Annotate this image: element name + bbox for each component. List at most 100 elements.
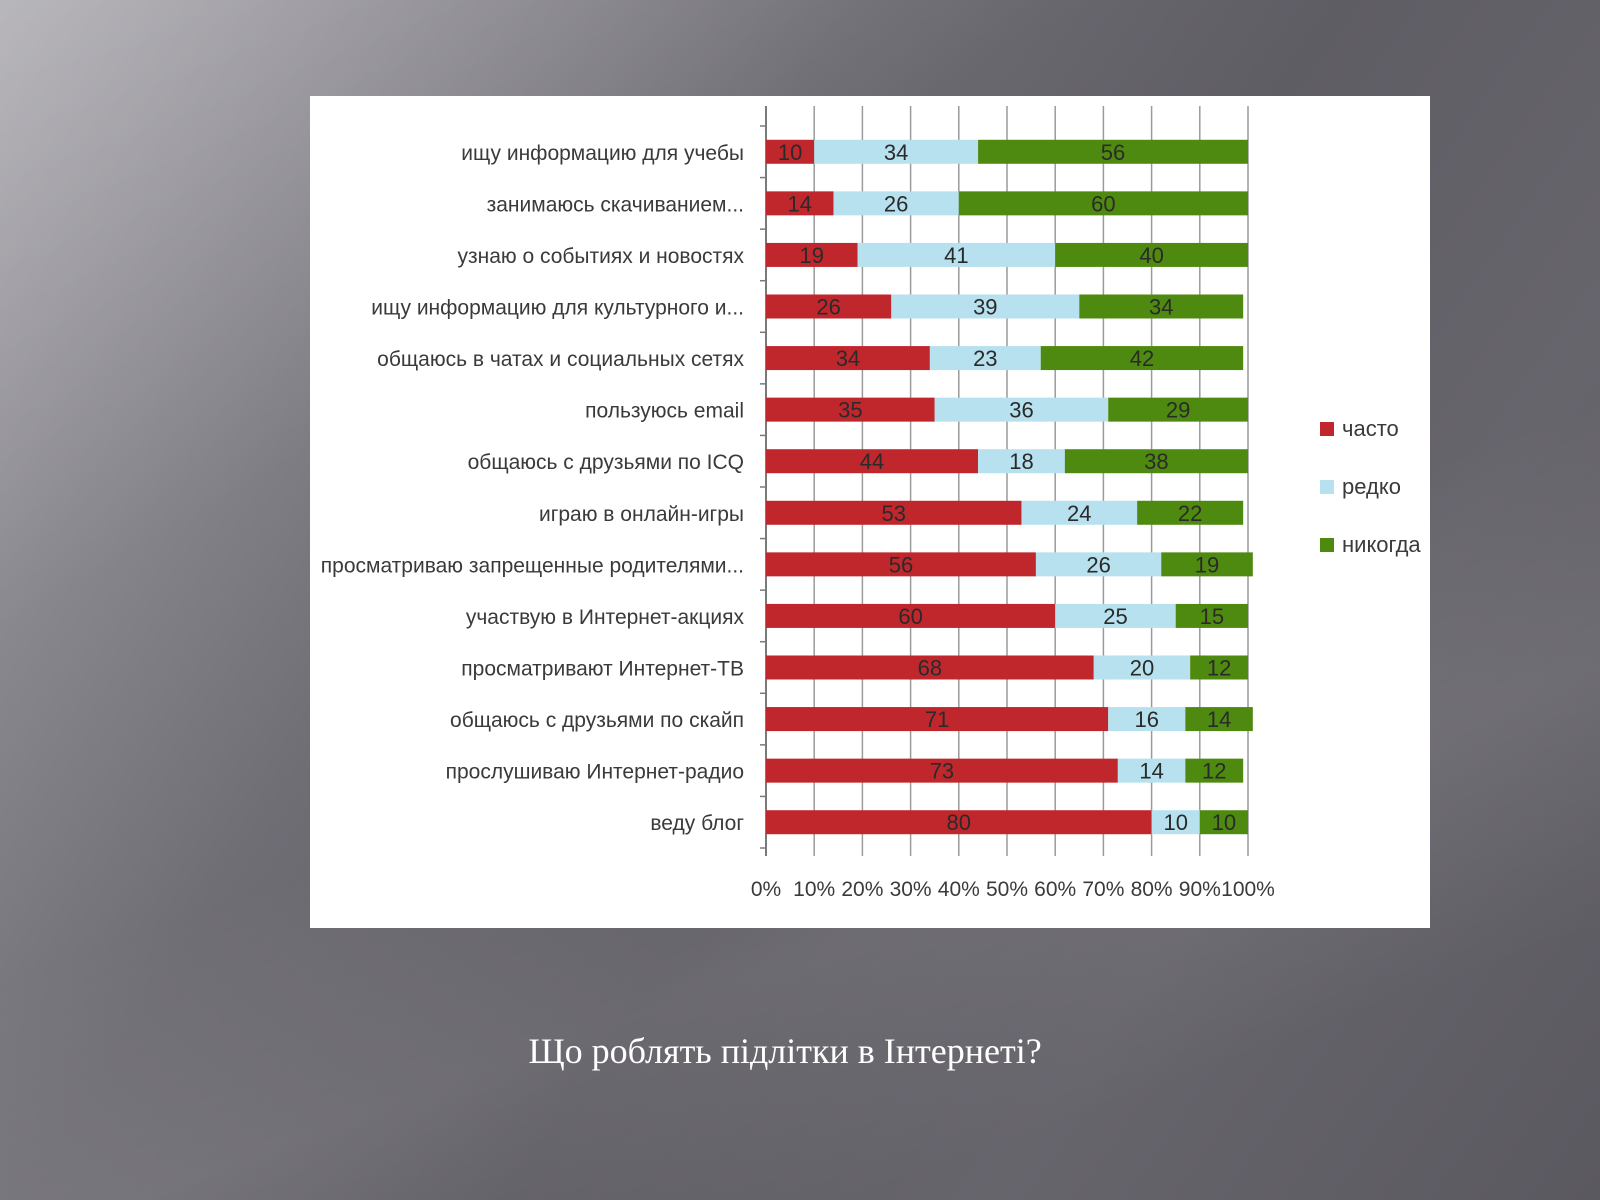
stacked-bar-chart: ищу информацию для учебы занимаюсь скачив… (321, 106, 1421, 901)
bar-segment (934, 397, 1109, 422)
bar-segment (1079, 294, 1244, 319)
data-label: 12 (1207, 656, 1231, 681)
category-label: общаюсь в чатах и социальных сетях (377, 348, 744, 371)
legend-swatch (1320, 538, 1334, 552)
data-label: 26 (816, 295, 840, 320)
bar-segment (1117, 758, 1186, 783)
category-label: пользуюсь email (585, 400, 744, 423)
data-label: 16 (1135, 707, 1159, 732)
data-label: 10 (1163, 810, 1187, 835)
bar-segment (1175, 603, 1248, 628)
bar-segment (766, 397, 935, 422)
bar-segment (766, 758, 1118, 783)
x-tick-label: 20% (841, 878, 883, 901)
data-label: 15 (1200, 604, 1224, 629)
legend-swatch (1320, 422, 1334, 436)
bar-segment (958, 191, 1248, 216)
x-tick-label: 100% (1221, 878, 1275, 901)
data-label: 18 (1009, 449, 1033, 474)
data-label: 14 (787, 191, 811, 216)
data-label: 26 (1086, 552, 1110, 577)
bar-segment (1199, 810, 1248, 835)
bar-segment (766, 552, 1036, 577)
x-tick-label: 90% (1179, 878, 1221, 901)
x-tick-label: 10% (793, 878, 835, 901)
category-label: занимаюсь скачиванием... (487, 193, 744, 216)
bar-segment (891, 294, 1080, 319)
bar-segment (766, 810, 1152, 835)
bar-segment (766, 294, 892, 319)
data-label: 56 (1101, 140, 1125, 165)
bar-segment (766, 655, 1094, 680)
data-label: 22 (1178, 501, 1202, 526)
data-label: 41 (944, 243, 968, 268)
bar-segment (766, 449, 979, 474)
data-label: 38 (1144, 449, 1168, 474)
bar-segment (766, 139, 815, 164)
category-label: общаюсь с друзьями по ICQ (468, 451, 744, 474)
legend-swatch (1320, 480, 1334, 494)
data-label: 44 (860, 449, 884, 474)
data-label: 53 (881, 501, 905, 526)
data-label: 60 (898, 604, 922, 629)
bar-segment (978, 139, 1248, 164)
data-label: 12 (1202, 759, 1226, 784)
category-label: прослушиваю Интернет-радио (446, 761, 744, 784)
bar-segment (1064, 449, 1248, 474)
category-label: ищу информацию для учебы (461, 142, 744, 165)
category-label: узнаю о событиях и новостях (457, 245, 744, 268)
x-tick-label: 60% (1034, 878, 1076, 901)
bar-segment (766, 346, 930, 371)
bar-segment (857, 242, 1056, 267)
data-label: 34 (836, 346, 860, 371)
data-label: 36 (1009, 398, 1033, 423)
data-label: 73 (930, 759, 954, 784)
category-label: играю в онлайн-игры (539, 503, 744, 526)
bar-segment (766, 191, 834, 216)
category-label: просматриваю запрещенные родителями... (321, 554, 744, 577)
bar-segment (1137, 500, 1244, 525)
bar-segment (1185, 758, 1244, 783)
x-tick-label: 0% (751, 878, 781, 901)
data-label: 42 (1130, 346, 1154, 371)
data-label: 68 (918, 656, 942, 681)
data-label: 26 (884, 191, 908, 216)
data-label: 10 (778, 140, 802, 165)
data-label: 19 (800, 243, 824, 268)
x-tick-label: 70% (1082, 878, 1124, 901)
legend-label: часто (1342, 416, 1399, 441)
data-label: 20 (1130, 656, 1154, 681)
bar-segment (1151, 810, 1200, 835)
category-label: ищу информацию для культурного и... (371, 297, 744, 320)
data-label: 19 (1195, 552, 1219, 577)
category-label: просматривают Интернет-ТВ (461, 658, 744, 681)
bar-segment (1161, 552, 1253, 577)
data-label: 56 (889, 552, 913, 577)
bar-segment (814, 139, 979, 164)
data-label: 10 (1212, 810, 1236, 835)
chart-panel: ищу информацию для учебы занимаюсь скачив… (310, 96, 1430, 928)
bar-segment (1093, 655, 1191, 680)
data-label: 23 (973, 346, 997, 371)
x-tick-label: 50% (986, 878, 1028, 901)
bar-segment (1185, 707, 1253, 732)
bar-segment (766, 707, 1109, 732)
data-label: 29 (1166, 398, 1190, 423)
data-label: 24 (1067, 501, 1091, 526)
legend-label: редко (1342, 474, 1401, 499)
data-label: 71 (925, 707, 949, 732)
data-label: 34 (1149, 295, 1173, 320)
bar-segment (929, 346, 1041, 371)
bar-segment (1055, 242, 1248, 267)
bar-segment (1108, 397, 1248, 422)
bar-segment (1021, 500, 1138, 525)
data-label: 60 (1091, 191, 1115, 216)
data-label: 34 (884, 140, 908, 165)
category-label: участвую в Интернет-акциях (466, 606, 745, 629)
bar-segment (766, 603, 1056, 628)
legend-label: никогда (1342, 532, 1421, 557)
data-label: 14 (1139, 759, 1163, 784)
data-label: 35 (838, 398, 862, 423)
slide-caption: Що роблять підлітки в Інтернеті? (528, 1031, 1042, 1071)
bar-segment (1190, 655, 1248, 680)
